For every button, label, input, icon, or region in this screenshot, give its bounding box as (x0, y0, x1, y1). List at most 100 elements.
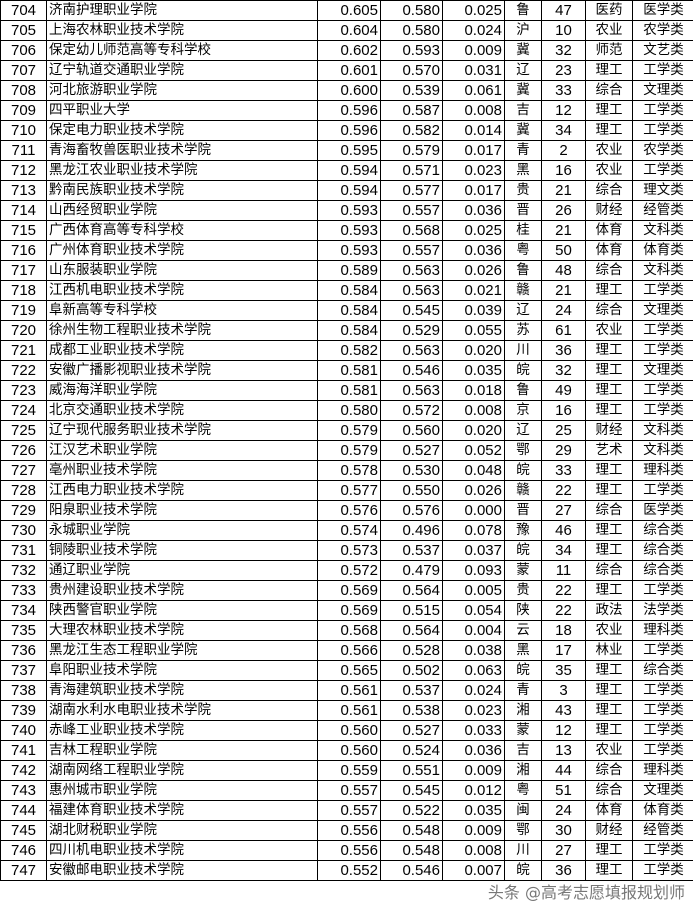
score-2-cell: 0.528 (381, 641, 443, 661)
score-2-cell: 0.527 (381, 721, 443, 741)
score-1-cell: 0.568 (318, 621, 381, 641)
score-2-cell: 0.563 (381, 341, 443, 361)
score-1-cell: 0.552 (318, 861, 381, 881)
score-2-cell: 0.579 (381, 141, 443, 161)
category-cell: 工学类 (633, 641, 693, 661)
score-diff-cell: 0.020 (443, 421, 505, 441)
score-diff-cell: 0.063 (443, 661, 505, 681)
score-diff-cell: 0.026 (443, 481, 505, 501)
category-cell: 综合类 (633, 521, 693, 541)
province-cell: 鲁 (505, 1, 542, 21)
score-2-cell: 0.537 (381, 681, 443, 701)
rank-cell: 732 (1, 561, 47, 581)
province-rank-cell: 25 (542, 421, 586, 441)
province-rank-cell: 27 (542, 841, 586, 861)
province-cell: 皖 (505, 861, 542, 881)
school-name-cell: 黑龙江生态工程职业学院 (47, 641, 318, 661)
school-type-cell: 综合 (586, 261, 633, 281)
score-2-cell: 0.570 (381, 61, 443, 81)
score-1-cell: 0.601 (318, 61, 381, 81)
province-rank-cell: 12 (542, 101, 586, 121)
rank-cell: 714 (1, 201, 47, 221)
school-name-cell: 铜陵职业技术学院 (47, 541, 318, 561)
school-name-cell: 山西经贸职业学院 (47, 201, 318, 221)
category-cell: 理文类 (633, 181, 693, 201)
province-cell: 赣 (505, 481, 542, 501)
score-2-cell: 0.524 (381, 741, 443, 761)
category-cell: 工学类 (633, 341, 693, 361)
category-cell: 工学类 (633, 321, 693, 341)
province-cell: 川 (505, 841, 542, 861)
school-type-cell: 医药 (586, 1, 633, 21)
score-1-cell: 0.593 (318, 201, 381, 221)
school-name-cell: 青海畜牧兽医职业技术学院 (47, 141, 318, 161)
category-cell: 工学类 (633, 721, 693, 741)
school-type-cell: 综合 (586, 181, 633, 201)
score-diff-cell: 0.036 (443, 741, 505, 761)
school-type-cell: 理工 (586, 521, 633, 541)
score-1-cell: 0.566 (318, 641, 381, 661)
score-diff-cell: 0.024 (443, 681, 505, 701)
score-1-cell: 0.577 (318, 481, 381, 501)
province-cell: 吉 (505, 101, 542, 121)
category-cell: 工学类 (633, 121, 693, 141)
score-2-cell: 0.577 (381, 181, 443, 201)
score-diff-cell: 0.036 (443, 241, 505, 261)
province-cell: 鲁 (505, 261, 542, 281)
category-cell: 理科类 (633, 761, 693, 781)
score-2-cell: 0.551 (381, 761, 443, 781)
school-name-cell: 永城职业学院 (47, 521, 318, 541)
rank-cell: 712 (1, 161, 47, 181)
province-cell: 豫 (505, 521, 542, 541)
province-cell: 辽 (505, 421, 542, 441)
school-type-cell: 农业 (586, 141, 633, 161)
province-cell: 鲁 (505, 381, 542, 401)
province-rank-cell: 35 (542, 661, 586, 681)
category-cell: 工学类 (633, 581, 693, 601)
score-1-cell: 0.584 (318, 321, 381, 341)
province-rank-cell: 51 (542, 781, 586, 801)
province-rank-cell: 16 (542, 401, 586, 421)
province-cell: 晋 (505, 501, 542, 521)
score-1-cell: 0.578 (318, 461, 381, 481)
score-1-cell: 0.582 (318, 341, 381, 361)
school-type-cell: 综合 (586, 81, 633, 101)
province-cell: 辽 (505, 61, 542, 81)
province-cell: 苏 (505, 321, 542, 341)
score-2-cell: 0.563 (381, 381, 443, 401)
school-name-cell: 黑龙江农业职业技术学院 (47, 161, 318, 181)
province-rank-cell: 13 (542, 741, 586, 761)
province-rank-cell: 3 (542, 681, 586, 701)
score-diff-cell: 0.039 (443, 301, 505, 321)
school-name-cell: 辽宁轨道交通职业学院 (47, 61, 318, 81)
score-2-cell: 0.563 (381, 261, 443, 281)
rank-cell: 720 (1, 321, 47, 341)
school-type-cell: 理工 (586, 841, 633, 861)
province-rank-cell: 18 (542, 621, 586, 641)
school-type-cell: 理工 (586, 281, 633, 301)
watermark: 头条 @高考志愿填报规划师 (0, 881, 693, 905)
rank-cell: 704 (1, 1, 47, 21)
province-rank-cell: 50 (542, 241, 586, 261)
rank-cell: 737 (1, 661, 47, 681)
category-cell: 综合类 (633, 561, 693, 581)
school-name-cell: 惠州城市职业学院 (47, 781, 318, 801)
category-cell: 工学类 (633, 101, 693, 121)
score-1-cell: 0.605 (318, 1, 381, 21)
score-2-cell: 0.530 (381, 461, 443, 481)
school-type-cell: 综合 (586, 781, 633, 801)
